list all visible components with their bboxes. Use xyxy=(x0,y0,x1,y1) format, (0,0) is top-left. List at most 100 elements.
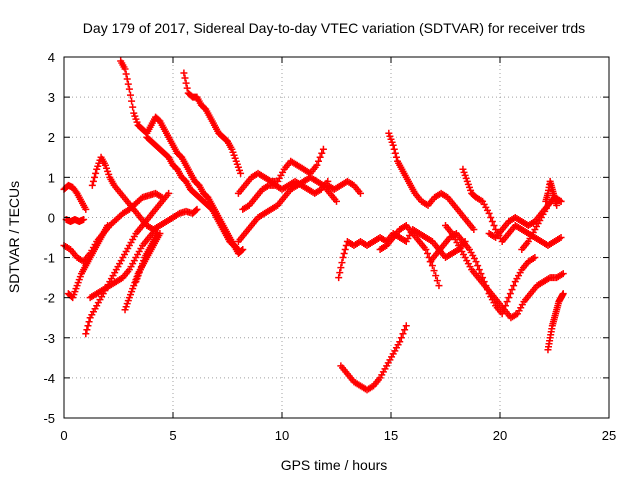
grid-layer xyxy=(64,57,609,418)
series-18 xyxy=(376,221,443,290)
data-point xyxy=(104,221,112,229)
data-point xyxy=(338,259,346,267)
data-point xyxy=(389,141,397,149)
y-tick-label: -1 xyxy=(43,251,55,266)
data-point xyxy=(337,264,345,272)
data-point xyxy=(428,262,436,270)
data-point xyxy=(490,221,498,229)
y-axis-title: SDTVAR / TECUs xyxy=(6,181,22,293)
marks-layer xyxy=(60,57,567,394)
data-point xyxy=(487,213,495,221)
data-point xyxy=(234,246,242,254)
data-point xyxy=(340,250,348,258)
chart-title: Day 179 of 2017, Sidereal Day-to-day VTE… xyxy=(83,20,585,36)
data-point xyxy=(181,74,189,82)
data-point xyxy=(128,97,136,105)
x-tick-label: 10 xyxy=(275,428,289,443)
series-22 xyxy=(459,165,565,250)
x-tick-label: 25 xyxy=(602,428,616,443)
data-point xyxy=(472,258,480,266)
data-point xyxy=(475,266,483,274)
data-point xyxy=(237,169,245,177)
data-point xyxy=(559,270,567,278)
y-tick-label: -4 xyxy=(43,371,55,386)
series-2 xyxy=(60,181,90,213)
data-point xyxy=(122,70,130,78)
series-17 xyxy=(337,322,410,394)
y-tick-label: -2 xyxy=(43,291,55,306)
data-point xyxy=(129,103,137,111)
series-10 xyxy=(143,133,242,254)
data-point xyxy=(390,145,398,153)
y-tick-label: 3 xyxy=(48,90,55,105)
data-point xyxy=(397,334,405,342)
data-point xyxy=(319,145,327,153)
data-point xyxy=(84,322,92,330)
data-point xyxy=(182,79,190,87)
series-15 xyxy=(324,177,364,197)
data-point xyxy=(488,217,496,225)
data-point xyxy=(477,270,485,278)
data-point xyxy=(82,330,90,338)
data-point xyxy=(233,245,241,253)
x-tick-label: 5 xyxy=(169,428,176,443)
data-point xyxy=(82,205,90,213)
data-point xyxy=(433,277,441,285)
data-point xyxy=(126,91,134,99)
data-point xyxy=(333,197,340,205)
series-9 xyxy=(117,57,247,258)
data-point xyxy=(154,229,162,237)
series-19 xyxy=(385,129,478,233)
data-point xyxy=(506,290,514,298)
data-point xyxy=(508,286,516,294)
series-8 xyxy=(88,153,201,233)
x-axis-ticks: 0 5 10 15 20 25 xyxy=(60,57,616,443)
series-16 xyxy=(335,225,469,282)
series-26 xyxy=(542,177,561,209)
y-tick-label: 1 xyxy=(48,170,55,185)
series-1 xyxy=(62,215,88,225)
data-point xyxy=(92,169,100,177)
data-point xyxy=(531,254,539,262)
series-12 xyxy=(234,145,327,197)
data-point xyxy=(72,188,80,196)
y-tick-label: 2 xyxy=(48,130,55,145)
data-point xyxy=(399,330,407,338)
data-point xyxy=(318,149,326,157)
y-tick-label: 0 xyxy=(48,210,55,225)
data-point xyxy=(470,225,478,233)
data-point xyxy=(124,80,132,88)
data-point xyxy=(356,189,364,197)
series-11 xyxy=(180,69,245,177)
data-point xyxy=(505,294,513,302)
series-21 xyxy=(442,221,567,322)
data-point xyxy=(435,282,443,290)
data-point xyxy=(83,326,91,334)
series-7 xyxy=(132,229,162,286)
y-axis-ticks: -5 -4 -3 -2 -1 0 1 2 3 4 xyxy=(43,50,609,426)
data-point xyxy=(391,149,399,157)
data-point xyxy=(510,282,518,290)
data-point xyxy=(315,157,323,165)
data-point xyxy=(121,65,129,73)
data-point xyxy=(80,215,88,223)
data-point xyxy=(193,205,201,213)
data-point xyxy=(422,246,430,254)
data-point xyxy=(313,161,321,169)
data-point xyxy=(85,318,93,326)
data-point xyxy=(336,269,344,277)
data-point xyxy=(401,326,409,334)
data-point xyxy=(238,247,246,255)
data-point xyxy=(335,274,343,282)
data-point xyxy=(341,246,349,254)
data-point xyxy=(123,75,131,83)
data-point xyxy=(396,338,404,346)
data-point xyxy=(474,262,482,270)
data-point xyxy=(339,254,347,262)
x-axis-title: GPS time / hours xyxy=(281,457,388,473)
data-point xyxy=(125,85,133,93)
data-point xyxy=(180,69,188,77)
plot-frame xyxy=(63,56,610,419)
x-tick-label: 0 xyxy=(60,428,67,443)
